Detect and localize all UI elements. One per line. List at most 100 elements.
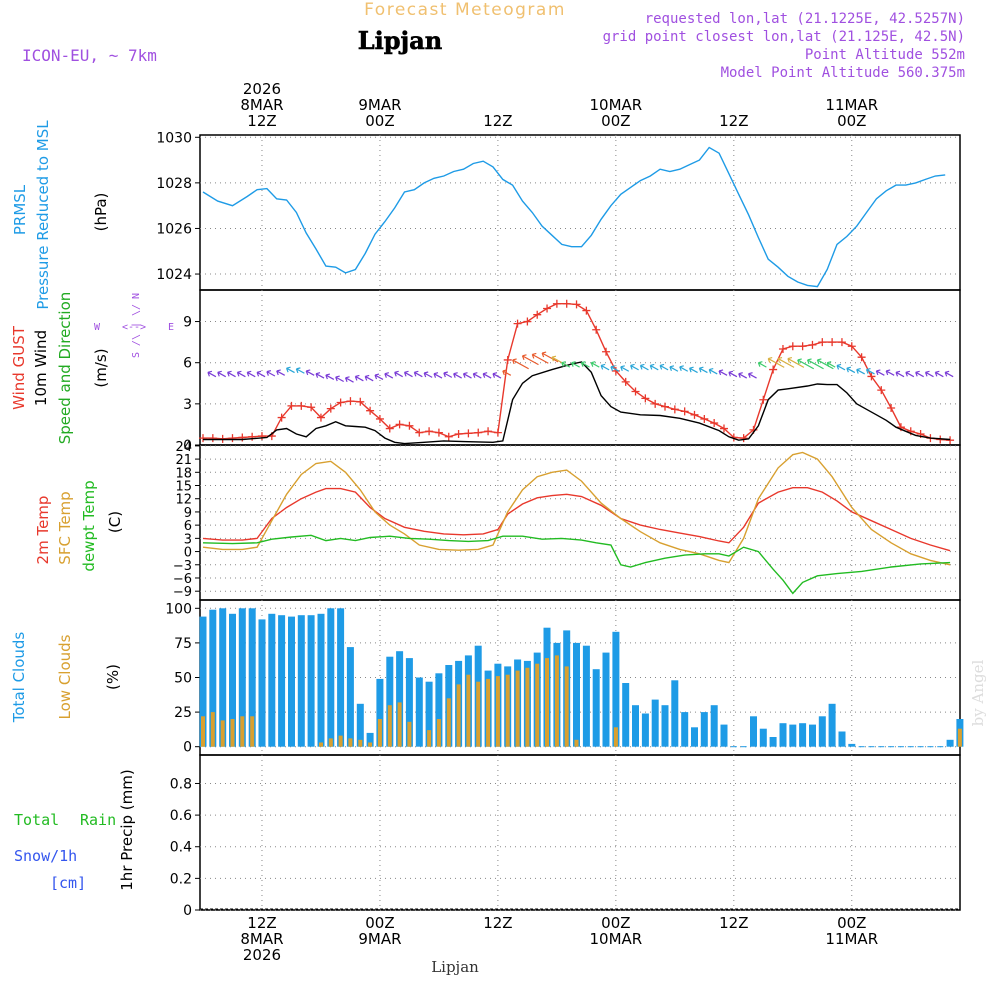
compass-north: N [131,293,142,299]
clouds-ytick-label: 75 [174,636,192,652]
low-cloud-bar [446,698,451,747]
sfc-temp-label: SFC Temp [56,491,74,564]
low-cloud-bar [230,719,235,747]
footer-location: Lipjan [431,958,479,976]
low-cloud-bar [535,663,540,747]
low-cloud-bar [957,728,962,747]
total-cloud-bar [425,681,433,747]
wind-direction-arrow [276,369,286,376]
low-cloud-bar [397,702,402,747]
low-cloud-bar [368,742,373,747]
wind-direction-arrow [777,357,795,368]
wind-direction-arrow [266,370,276,377]
model-label: ICON-EU, ~ 7km [22,46,157,65]
gust-marker [464,429,473,438]
pressure-ytick-label: 1024 [156,267,192,283]
gust-marker [287,401,296,410]
low-cloud-bar [407,721,412,747]
wind-direction-arrow [738,372,748,379]
total-cloud-bar [651,699,659,747]
gust-marker [788,342,797,351]
wind-direction-arrow [600,363,610,371]
bottom-time-label: 9MAR [358,930,401,948]
low-cloud-bar [574,739,579,747]
total-cloud-bar [779,723,787,747]
gust-marker [297,401,306,410]
total-cloud-bar [229,613,236,747]
wind-direction-arrow [561,361,571,368]
t2m-label: 2m Temp [34,496,52,565]
total-cloud-bar [435,673,443,747]
total-cloud-bar [592,669,600,747]
gust-marker [700,414,709,423]
gust-marker [631,387,640,396]
wind-direction-arrow [344,376,354,383]
precip-panel-labels: Total Rain Snow/1h [cm] 1hr Precip (mm) [14,769,136,892]
celsius-unit-label: (C) [106,511,124,533]
precip-ytick-label: 0.8 [170,776,192,792]
point-altitude: Point Altitude 552m [805,47,965,63]
rain-label: Rain [80,811,116,829]
gust-marker [356,397,365,406]
gust-marker [405,421,414,430]
total-cloud-bar [759,728,767,747]
wind-direction-arrow [865,367,875,375]
wind-direction-arrow [236,370,246,378]
total-cloud-bar [809,724,816,747]
wind-direction-arrow [512,358,529,370]
forecast-meteogram-title: Forecast Meteogram [364,0,566,20]
compass-east: E [168,322,174,333]
low-cloud-bar [348,738,353,747]
gust-marker [248,432,257,441]
gust-marker [326,404,335,413]
total-cloud-bar [946,739,954,747]
low-cloud-bar [387,705,392,747]
wind-direction-arrow [423,371,433,378]
wind-direction-arrow [571,361,580,368]
low-cloud-bar [338,735,343,747]
gust-marker [710,419,719,428]
gust-marker [670,405,679,414]
wind-direction-arrow [630,363,639,371]
low-cloud-bar [495,676,500,747]
low-cloud-bar [515,670,520,747]
top-time-label: 00Z [837,112,866,130]
gust-marker [946,436,955,445]
gust-marker [474,428,483,437]
low-cloud-bar [358,739,363,747]
gust-marker [336,398,345,407]
total-cloud-bar [799,723,807,747]
low-cloud-bar [456,684,461,747]
precip-ytick-label: 0 [183,903,192,919]
wind-compass: N /\ | \/ S W <--> E [94,293,174,358]
bottom-time-label: 11MAR [825,930,878,948]
dewpt-label: dewpt Temp [80,480,98,571]
total-cloud-bar [405,658,413,747]
wind-direction-arrow [679,365,689,372]
gust-marker [277,413,286,422]
gust-marker [572,300,581,309]
wind-direction-arrow [610,365,620,372]
wind-direction-arrow [335,375,344,383]
gust-marker [857,353,866,362]
total-label: Total [14,811,59,829]
total-cloud-bar [209,609,217,747]
wind-panel: 0 3 6 9 [183,289,961,454]
gust-marker [847,342,856,351]
clouds-panel-labels: Total Clouds Low Clouds (%) [10,632,122,724]
temp-frame [199,444,961,601]
bottom-time-label: 00Z [837,914,866,932]
temp-ytick-label: 0 [184,546,192,561]
gust-marker [493,428,502,437]
wind-direction-arrow [934,370,944,378]
wind-direction-arrow [580,361,590,368]
wind-direction-arrow [502,369,512,376]
wind-direction-arrow [806,358,824,370]
gust-marker [778,344,787,353]
total-cloud-bar [671,680,679,747]
gust-marker [867,372,876,381]
hpa-unit-label: (hPa) [92,193,110,232]
wind-direction-arrow [787,357,805,368]
top-time-label: 12Z [483,112,512,130]
